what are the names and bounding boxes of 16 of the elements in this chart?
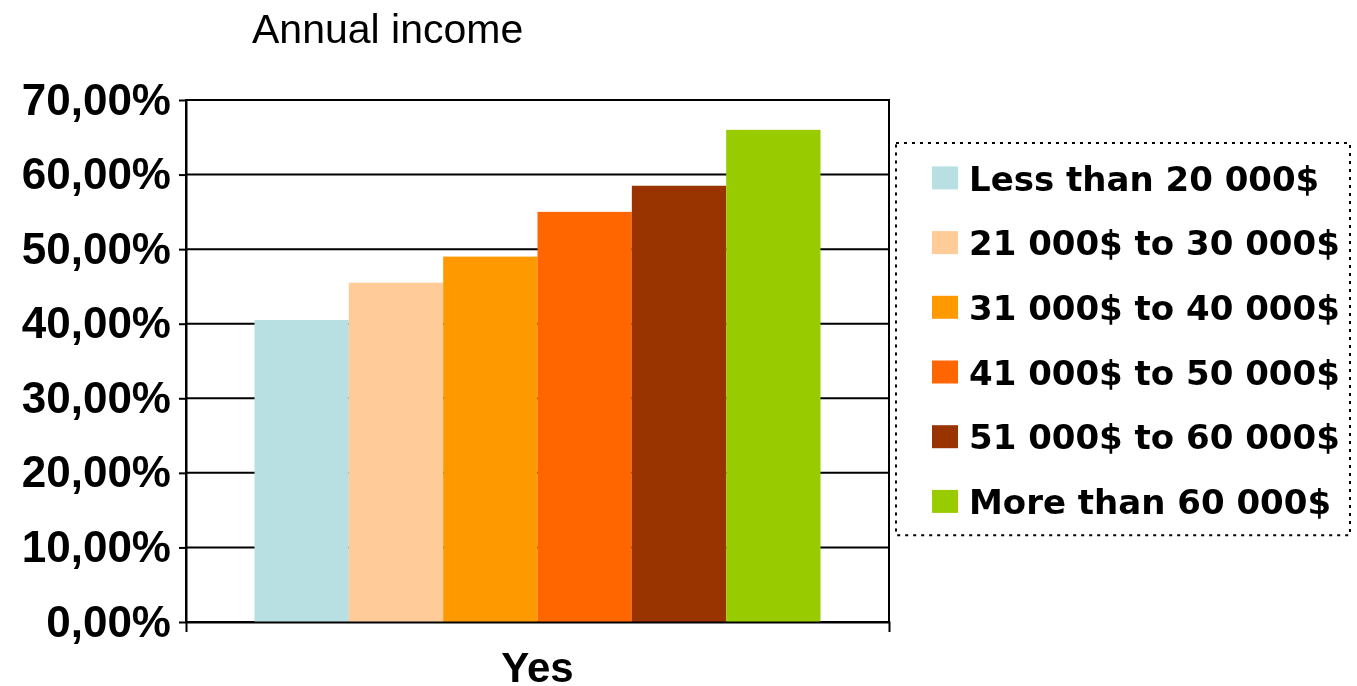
legend-label: 51 000$ to 60 000$ bbox=[969, 417, 1340, 458]
legend-label: 21 000$ to 30 000$ bbox=[969, 223, 1340, 264]
y-tick-label: 30,00% bbox=[21, 372, 171, 422]
legend-label: More than 60 000$ bbox=[969, 482, 1332, 522]
y-tick-label: 70,00% bbox=[21, 74, 171, 124]
y-tick-label: 10,00% bbox=[21, 522, 171, 572]
y-tick-label: 60,00% bbox=[21, 149, 171, 199]
x-axis-title: Yes bbox=[501, 644, 574, 686]
y-tick-label: 0,00% bbox=[46, 596, 171, 646]
y-tick-label: 40,00% bbox=[21, 298, 171, 348]
legend-label: 41 000$ to 50 000$ bbox=[969, 352, 1340, 393]
chart-title: Annual income bbox=[252, 6, 524, 52]
legend-label: 31 000$ to 40 000$ bbox=[969, 287, 1340, 328]
y-tick-label: 20,00% bbox=[21, 447, 171, 497]
legend-label: Less than 20 000$ bbox=[969, 158, 1320, 199]
y-tick-label: 50,00% bbox=[21, 223, 171, 273]
